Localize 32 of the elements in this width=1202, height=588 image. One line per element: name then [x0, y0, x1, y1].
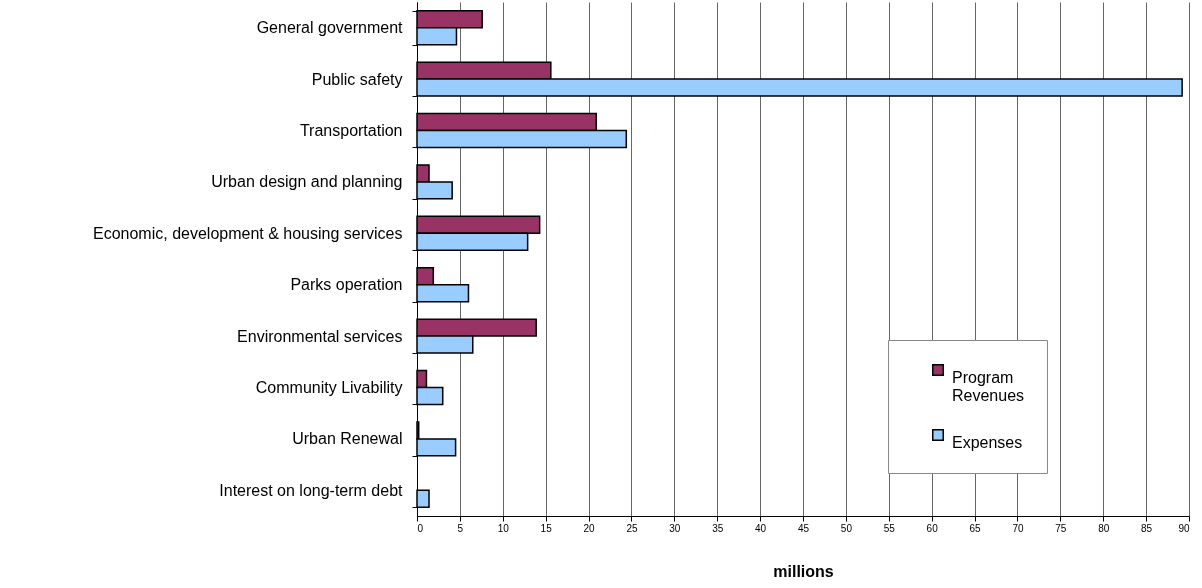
x-tick-label: 20 [583, 522, 596, 534]
y-tick-label: Urban design and planning [211, 173, 403, 191]
legend-label: Expenses [952, 434, 1023, 451]
legend-label: Program Revenues [952, 369, 1025, 404]
x-tick-label: 65 [969, 522, 982, 534]
x-tick-label: 55 [883, 522, 896, 534]
x-tick-label: 45 [797, 522, 810, 534]
x-tick-label: 40 [755, 522, 767, 534]
x-tick-label: 70 [1012, 522, 1024, 534]
y-tick-label: Transportation [299, 122, 403, 139]
y-tick-label: Community Livability [255, 379, 403, 396]
x-tick-label: 80 [1098, 522, 1110, 534]
x-tick-label: 75 [1055, 522, 1067, 534]
y-tick-label: General government [256, 19, 404, 37]
y-tick-label: Parks operation [290, 276, 403, 294]
x-tick-label: 60 [926, 522, 939, 534]
x-tick-label: 35 [712, 522, 724, 534]
x-tick-label: 15 [540, 522, 553, 534]
x-tick-label: 25 [626, 522, 638, 534]
x-tick-label: 5 [457, 522, 464, 534]
y-tick-label: Urban Renewal [292, 430, 403, 448]
x-axis-title: millions [773, 562, 834, 580]
x-tick-label: 10 [497, 522, 510, 534]
y-tick-label: Interest on long-term debt [219, 481, 404, 499]
y-tick-label: Public safety [311, 70, 403, 88]
x-tick-label: 30 [669, 522, 681, 534]
x-tick-label: 50 [840, 522, 853, 534]
x-tick-label: 90 [1178, 522, 1190, 534]
x-tick-label: 85 [1141, 522, 1153, 534]
y-tick-label: Economic, development & housing services [93, 224, 403, 242]
y-tick-label: Environmental services [237, 327, 403, 345]
x-tick-label: 0 [417, 522, 424, 534]
